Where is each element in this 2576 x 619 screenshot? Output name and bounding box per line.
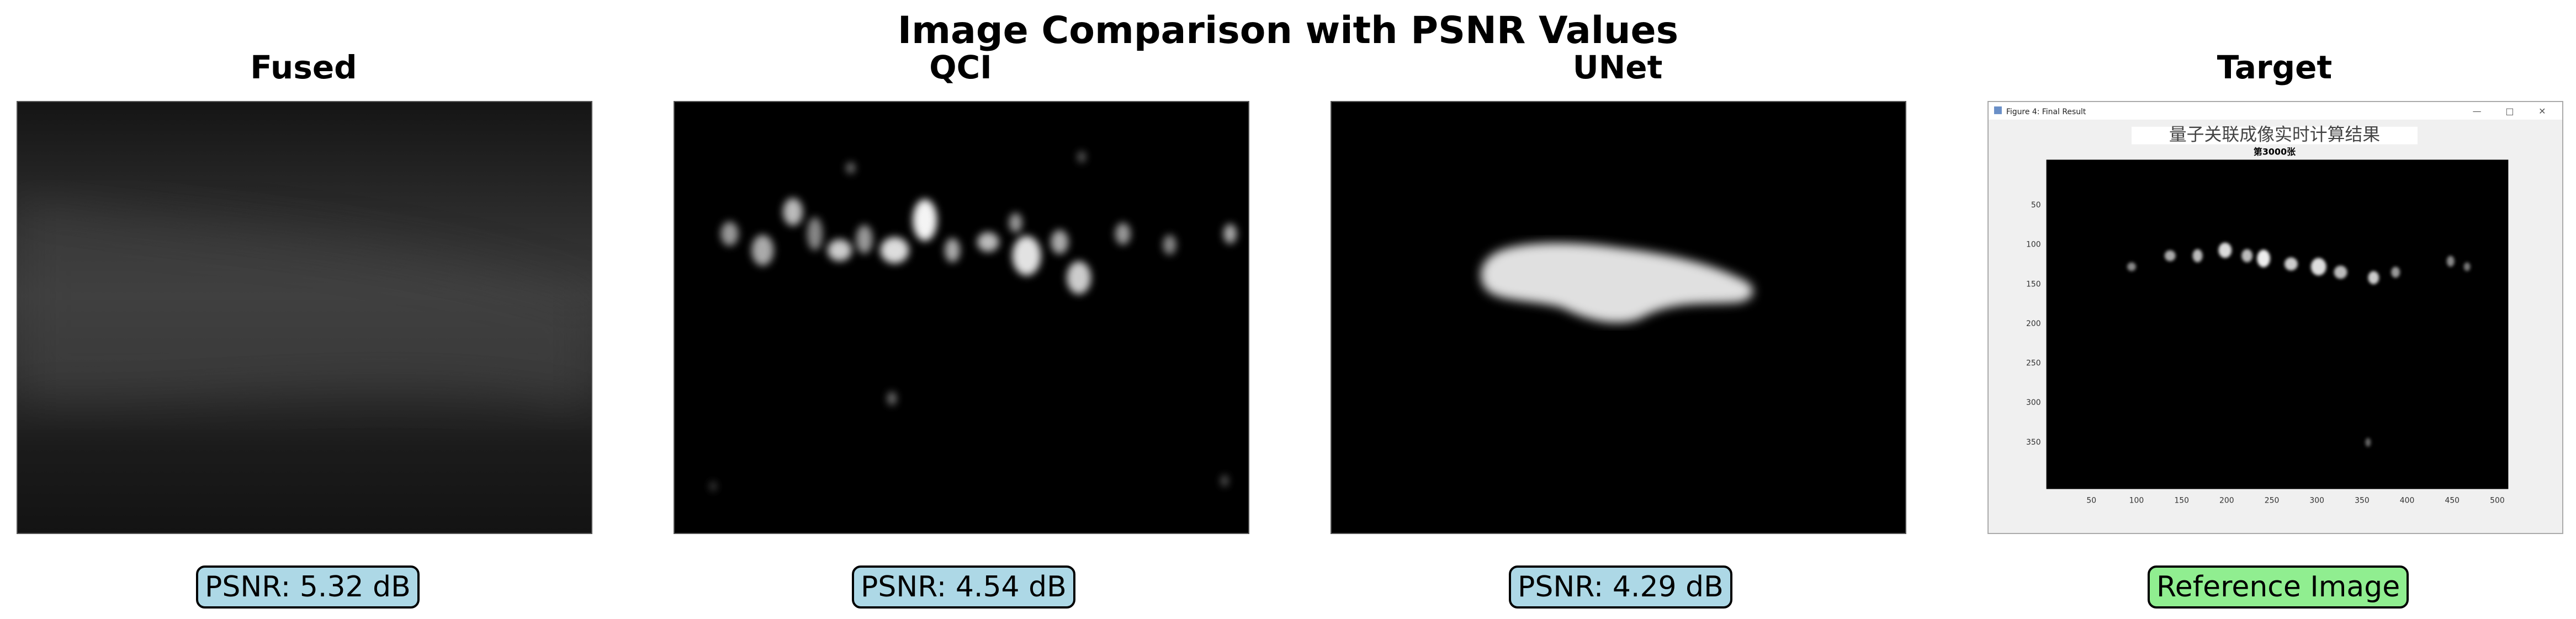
panel-title-target: Target xyxy=(2217,49,2333,86)
figure-title: Image Comparison with PSNR Values xyxy=(897,9,1679,52)
psnr-label-unet: PSNR: 4.29 dB xyxy=(1509,565,1732,609)
psnr-label-qci: PSNR: 4.54 dB xyxy=(852,565,1075,609)
target-xtick: 100 xyxy=(2129,496,2144,505)
target-xtick: 300 xyxy=(2309,496,2324,505)
target-ytick: 150 xyxy=(2026,280,2041,289)
target-xtick: 500 xyxy=(2490,496,2505,505)
qci-image xyxy=(674,101,1249,534)
target-ytick: 250 xyxy=(2026,359,2041,368)
target-chinese-title: 量子关联成像实时计算结果 xyxy=(2169,124,2380,145)
target-ytick: 50 xyxy=(2031,201,2041,210)
panel-title-fused: Fused xyxy=(250,49,357,86)
target-xtick: 50 xyxy=(2086,496,2096,505)
panel-title-unet: UNet xyxy=(1572,49,1663,86)
target-xtick: 400 xyxy=(2400,496,2415,505)
svg-text:—: — xyxy=(2473,106,2482,116)
unet-image xyxy=(1331,101,1906,534)
svg-text:✕: ✕ xyxy=(2538,106,2546,116)
target-image: Figure 4: Final Result — □ ✕ 量子关联成像实时计算结… xyxy=(1987,101,2563,534)
psnr-label-fused: PSNR: 5.32 dB xyxy=(196,565,420,609)
target-ytick: 300 xyxy=(2026,398,2041,407)
panel-title-qci: QCI xyxy=(929,49,992,86)
target-ytick: 100 xyxy=(2026,241,2041,249)
target-xtick: 450 xyxy=(2445,496,2460,505)
reference-label-target: Reference Image xyxy=(2148,565,2409,609)
target-xtick: 250 xyxy=(2265,496,2280,505)
svg-text:□: □ xyxy=(2505,106,2514,116)
target-xtick: 350 xyxy=(2355,496,2370,505)
target-ytick: 350 xyxy=(2026,438,2041,447)
target-xtick: 150 xyxy=(2174,496,2189,505)
fused-image xyxy=(17,101,592,534)
target-subtitle: 第3000张 xyxy=(2254,147,2296,157)
target-ytick: 200 xyxy=(2026,319,2041,328)
target-window-title: Figure 4: Final Result xyxy=(2006,108,2086,116)
target-xtick: 200 xyxy=(2219,496,2234,505)
